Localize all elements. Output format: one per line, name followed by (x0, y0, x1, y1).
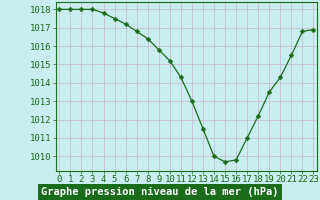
Text: Graphe pression niveau de la mer (hPa): Graphe pression niveau de la mer (hPa) (41, 187, 279, 197)
